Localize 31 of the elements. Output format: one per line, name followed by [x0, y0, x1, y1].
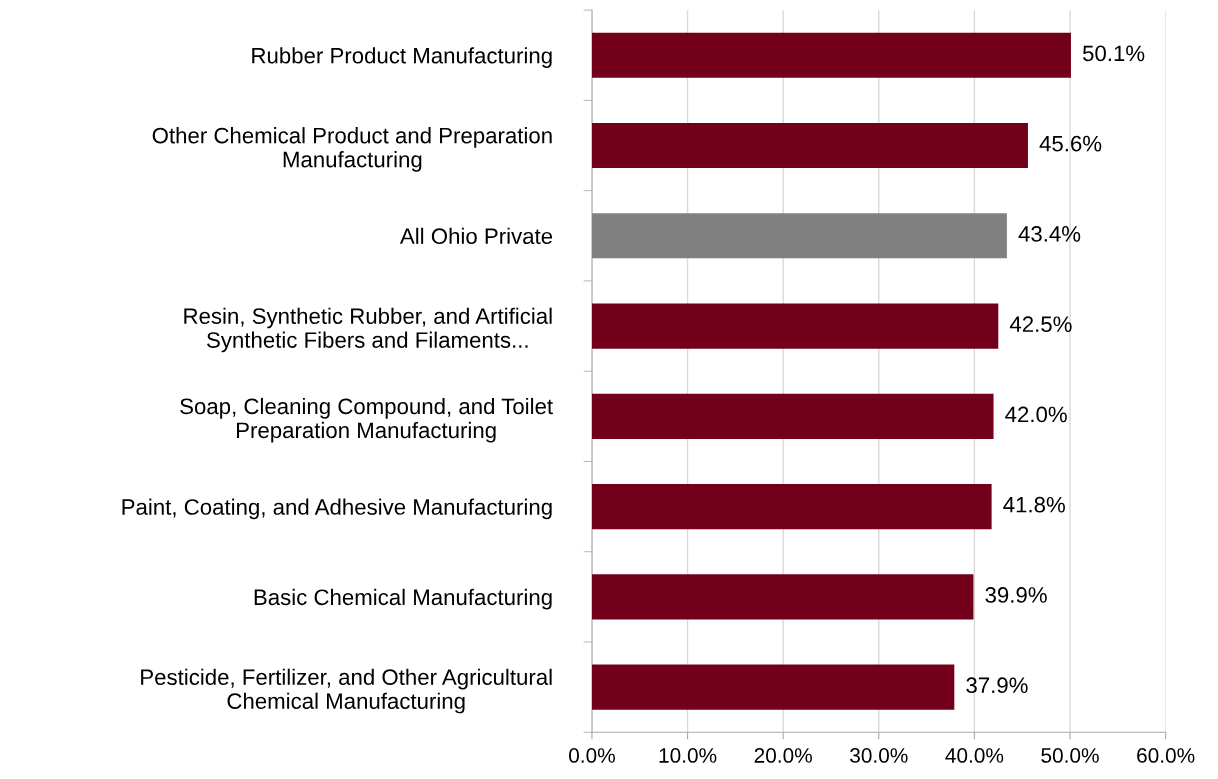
x-tick-label: 60.0% [1137, 748, 1195, 763]
bar [591, 664, 955, 710]
x-tick-label: 50.0% [1041, 748, 1099, 763]
bar [591, 32, 1071, 78]
y-tick-label: Rubber Product Manufacturing [252, 47, 552, 68]
y-tick-label: Soap, Cleaning Compound, and Toilet Preparation Manufacturing [180, 397, 553, 443]
x-tick-label: 20.0% [754, 748, 812, 763]
bar [591, 484, 992, 530]
data-label: 42.0% [1005, 406, 1067, 423]
x-tick-label: 0.0% [569, 748, 615, 763]
bar [591, 122, 1028, 169]
x-tick-label: 40.0% [945, 748, 1004, 763]
y-tick-label: Other Chemical Product and Preparation Manufacturing [152, 127, 552, 172]
bar [591, 213, 1007, 259]
data-label: 42.5% [1009, 316, 1072, 333]
x-tick-label: 10.0% [659, 748, 717, 763]
bar [591, 393, 994, 439]
data-label: 43.4% [1018, 226, 1081, 242]
y-tick-label: Resin, Synthetic Rubber, and Artificial Synthetic Fibers and Filaments... [184, 307, 552, 353]
data-label: 45.6% [1039, 135, 1102, 152]
y-tick-label: All Ohio Private [399, 227, 553, 245]
data-label: 41.8% [1003, 496, 1065, 513]
y-tick-label: Pesticide, Fertilizer, and Other Agricultural Chemical Manufacturing [141, 668, 552, 714]
y-tick-label: Basic Chemical Manufacturing [254, 588, 552, 610]
data-label: 50.1% [1082, 45, 1145, 62]
bar [591, 574, 974, 620]
x-tick-label: 30.0% [850, 748, 908, 763]
data-label: 39.9% [985, 587, 1047, 603]
data-label: 37.9% [966, 677, 1028, 694]
bar [591, 303, 999, 349]
y-tick-label: Paint, Coating, and Adhesive Manufacturing [122, 498, 552, 520]
